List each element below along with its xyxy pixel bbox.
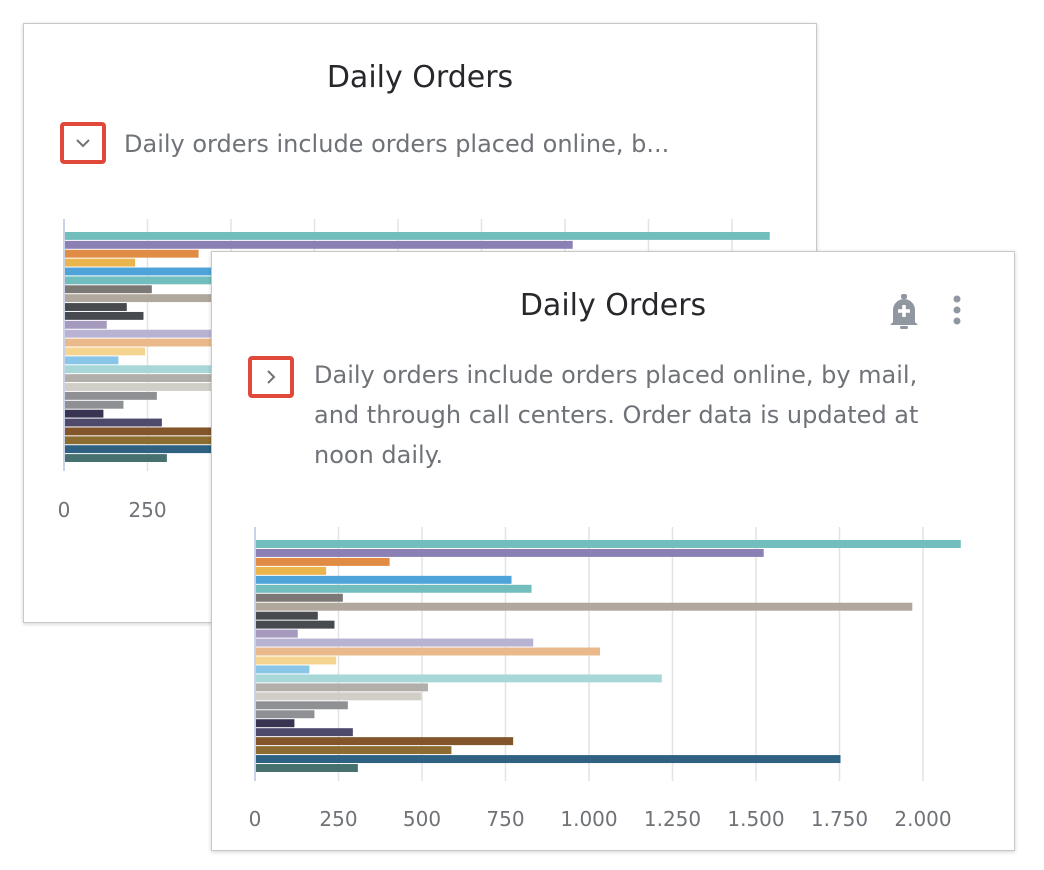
bar: [65, 285, 152, 294]
x-tick-label: 1.250: [644, 807, 701, 831]
bar: [65, 383, 231, 391]
bar: [65, 418, 162, 427]
chevron-right-icon: [267, 370, 276, 384]
bar: [256, 540, 961, 548]
bar: [256, 575, 512, 584]
bar: [256, 656, 337, 665]
bar: [256, 584, 532, 593]
bar: [256, 764, 358, 772]
bar: [65, 320, 107, 329]
bar: [256, 710, 315, 719]
bar-chart: 0 250 500 750 1.000 1.250 1.500 1.750 2.000: [249, 527, 961, 831]
x-tick-label: 0: [249, 807, 262, 831]
card-title: Daily Orders: [519, 288, 707, 323]
bar: [256, 728, 353, 737]
x-tick-label: 1.750: [811, 807, 868, 831]
daily-orders-card-expanded: Daily Orders Daily orders include orders…: [211, 251, 1015, 851]
bar: [65, 276, 341, 285]
bar: [65, 391, 157, 400]
bar: [65, 409, 104, 418]
x-tick-label: 2.000: [894, 807, 951, 831]
bar: [256, 566, 327, 575]
x-tick-label: 1.500: [727, 807, 784, 831]
bar: [65, 374, 238, 383]
bar: [65, 267, 321, 276]
bar: [65, 454, 167, 462]
bar: [256, 638, 534, 647]
bar: [65, 356, 119, 365]
bar: [256, 602, 913, 611]
bar: [65, 311, 144, 320]
bar: [65, 240, 573, 249]
x-tick-label: 500: [403, 807, 441, 831]
x-tick-label: 250: [128, 498, 166, 522]
description-toggle-button[interactable]: [248, 356, 294, 398]
x-tick-label: 1.000: [560, 807, 617, 831]
bar: [256, 701, 348, 710]
bar: [256, 692, 422, 701]
card-description: Daily orders include orders placed onlin…: [124, 130, 670, 158]
x-tick-label: 750: [486, 807, 524, 831]
bar: [256, 755, 841, 764]
bar: [256, 665, 310, 674]
chevron-down-icon: [76, 139, 90, 148]
card-title: Daily Orders: [326, 60, 514, 95]
x-tick-label: 250: [319, 807, 357, 831]
bar: [256, 647, 601, 656]
bar: [65, 347, 146, 356]
bar: [65, 427, 323, 436]
bar: [65, 436, 261, 445]
bar: [256, 737, 514, 746]
bar: [256, 629, 298, 638]
bar: [256, 557, 390, 566]
bar: [256, 683, 429, 692]
bar: [65, 249, 199, 258]
more-vertical-icon[interactable]: [952, 294, 962, 328]
bar: [65, 258, 136, 267]
bar: [256, 593, 343, 602]
bar: [256, 719, 295, 728]
bar: [256, 620, 335, 629]
bar: [256, 611, 318, 620]
bar: [65, 232, 770, 240]
bar: [65, 329, 343, 338]
description-toggle-button[interactable]: [60, 122, 106, 164]
bar: [65, 400, 124, 409]
bell-plus-icon[interactable]: [887, 292, 921, 330]
bar: [256, 548, 764, 557]
bar: [256, 674, 662, 683]
x-tick-label: 0: [58, 498, 71, 522]
card-description: Daily orders include orders placed onlin…: [314, 361, 919, 469]
bar: [256, 746, 452, 755]
bar: [65, 303, 127, 311]
